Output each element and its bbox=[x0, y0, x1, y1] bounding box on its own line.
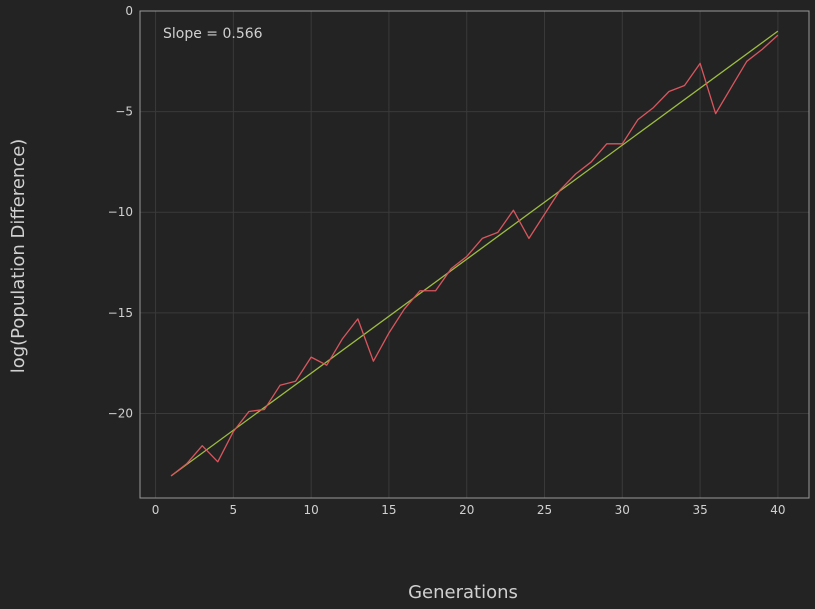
x-tick-labels: 0 5 10 15 20 25 30 35 40 bbox=[152, 503, 786, 517]
fit-line bbox=[170, 30, 779, 477]
x-tick-label: 0 bbox=[152, 503, 160, 517]
y-axis-label: log(Population Difference) bbox=[8, 139, 29, 374]
plot-frame bbox=[139, 10, 810, 499]
x-tick-label: 10 bbox=[303, 503, 318, 517]
y-tick-label: −20 bbox=[108, 406, 133, 420]
x-tick-label: 5 bbox=[230, 503, 238, 517]
x-axis-label: Generations bbox=[408, 582, 518, 603]
y-tick-label: −15 bbox=[108, 306, 133, 320]
y-tick-label: −10 bbox=[108, 205, 133, 219]
fit-line-group bbox=[170, 30, 779, 477]
slope-annotation: Slope = 0.566 bbox=[163, 26, 263, 42]
data-line bbox=[170, 34, 779, 477]
x-tick-label: 15 bbox=[381, 503, 396, 517]
x-tick-label: 25 bbox=[537, 503, 552, 517]
data-line-group bbox=[170, 34, 779, 477]
x-tick-label: 40 bbox=[770, 503, 785, 517]
y-tick-labels: 0 −5 −10 −15 −20 bbox=[108, 4, 133, 420]
y-tick-label: 0 bbox=[125, 4, 133, 18]
x-tick-label: 20 bbox=[459, 503, 474, 517]
x-tick-label: 30 bbox=[615, 503, 630, 517]
y-tick-label: −5 bbox=[115, 105, 133, 119]
x-tick-label: 35 bbox=[692, 503, 707, 517]
